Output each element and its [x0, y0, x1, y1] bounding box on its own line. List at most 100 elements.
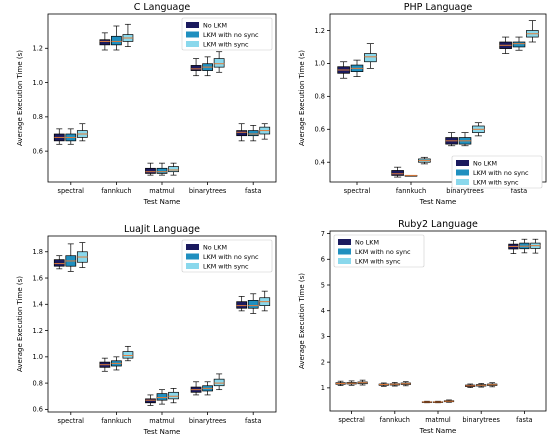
legend-label: LKM with sync: [203, 263, 249, 271]
box-no-lkm: [337, 61, 350, 79]
box-body: [391, 170, 404, 176]
box-no-lkm: [499, 36, 512, 54]
box-body: [53, 259, 65, 267]
x-tick-label: fannkuch: [380, 416, 410, 424]
x-tick-label: matmul: [149, 417, 175, 425]
box-lkm-with-no-sync: [476, 383, 487, 388]
box-lkm-with-no-sync: [519, 238, 530, 254]
box-lkm-with-sync: [213, 51, 225, 73]
x-axis-label: Test Name: [143, 198, 181, 206]
chart-panel-4: Ruby2 Language Test Name Average Execution…: [298, 219, 547, 435]
box-no-lkm: [53, 255, 65, 270]
x-tick-label: binarytrees: [446, 187, 484, 195]
box-body: [145, 167, 156, 174]
box-body: [213, 58, 225, 68]
x-tick-label: spectral: [344, 187, 371, 195]
x-tick-label: fannkuch: [396, 187, 426, 195]
box-lkm-with-sync: [213, 373, 225, 391]
x-tick-label: binarytrees: [462, 416, 500, 424]
box-lkm-with-sync: [122, 23, 134, 47]
legend-label: LKM with no sync: [355, 248, 411, 256]
legend-box: [333, 234, 425, 268]
y-tick-label: 1: [321, 384, 325, 392]
y-tick-label: 0.6: [33, 147, 44, 155]
legend-label: No LKM: [203, 22, 227, 30]
legend-box: [451, 155, 543, 189]
legend-label: LKM with sync: [203, 41, 249, 49]
x-tick-label: spectral: [338, 416, 365, 424]
x-axis-label: Test Name: [419, 427, 457, 435]
y-tick-label: 1.2: [33, 45, 44, 53]
box-body: [156, 167, 168, 174]
box-lkm-with-sync: [357, 379, 368, 386]
box-lkm-with-no-sync: [432, 400, 444, 404]
legend-label: No LKM: [355, 239, 379, 247]
legend-swatch: [456, 169, 469, 176]
box-body: [122, 351, 134, 359]
y-tick-label: 1.0: [33, 353, 44, 361]
x-tick-label: fasta: [511, 187, 527, 195]
chart-panel-1: C Language Test Name Average Execution Tim…: [16, 2, 277, 206]
y-tick-label: 1.2: [33, 327, 44, 335]
legend-label: LKM with no sync: [203, 253, 259, 261]
y-tick-label: 0.8: [33, 113, 44, 121]
x-tick-label: matmul: [149, 187, 175, 195]
box-body: [213, 378, 225, 387]
box-lkm-with-no-sync: [346, 380, 357, 386]
x-axis-label: Test Name: [419, 198, 457, 206]
y-tick-label: 7: [321, 230, 325, 238]
plot-frame: [329, 13, 547, 183]
y-tick-label: 1.2: [315, 27, 326, 35]
box-body: [111, 35, 122, 46]
legend-swatch: [338, 248, 351, 255]
legend-swatch: [186, 253, 199, 260]
box-lkm-with-no-sync: [458, 132, 472, 147]
box-body: [145, 398, 156, 404]
y-tick-label: 0.8: [315, 93, 326, 101]
box-lkm-with-no-sync: [65, 243, 77, 272]
box-no-lkm: [99, 32, 111, 51]
legend-swatch: [186, 41, 199, 47]
legend-swatch: [186, 244, 199, 250]
box-lkm-with-sync: [122, 345, 134, 362]
y-tick-label: 5: [321, 281, 325, 289]
box-lkm-with-sync: [530, 238, 541, 254]
box-body: [99, 39, 111, 46]
chart-title: C Language: [134, 2, 191, 13]
box-lkm-with-sync: [400, 381, 411, 387]
box-lkm-with-no-sync: [247, 293, 259, 314]
box-lkm-with-no-sync: [111, 25, 122, 51]
box-lkm-with-sync: [168, 162, 179, 176]
x-tick-label: spectral: [58, 187, 85, 195]
box-body: [168, 391, 179, 400]
box-lkm-with-no-sync: [404, 174, 418, 177]
legend-swatch: [186, 22, 199, 28]
box-lkm-with-no-sync: [350, 59, 364, 77]
box-lkm-with-no-sync: [65, 128, 77, 145]
box-lkm-with-sync: [443, 399, 455, 403]
box-body: [236, 130, 248, 137]
box-body: [247, 130, 259, 137]
y-axis-label: Average Execution Time (s): [298, 50, 306, 146]
x-tick-label: fasta: [245, 417, 261, 425]
box-no-lkm: [335, 380, 346, 386]
y-tick-label: 1.6: [33, 274, 44, 282]
box-lkm-with-no-sync: [156, 389, 168, 405]
box-body: [236, 301, 248, 309]
y-tick-label: 4: [321, 307, 325, 315]
chart-panel-3: LuaJit Language Test Name Average Executio…: [16, 224, 277, 436]
box-lkm-with-sync: [259, 123, 271, 140]
x-axis-label: Test Name: [143, 428, 181, 436]
box-body: [247, 300, 259, 309]
legend-swatch: [456, 160, 469, 166]
box-lkm-with-sync: [418, 156, 431, 165]
box-lkm-with-no-sync: [156, 162, 168, 176]
y-tick-label: 1.4: [33, 301, 44, 309]
legend-swatch: [456, 179, 469, 185]
x-tick-label: fasta: [245, 187, 261, 195]
y-tick-label: 0.6: [315, 126, 326, 134]
box-lkm-with-no-sync: [512, 36, 526, 51]
box-lkm-with-sync: [76, 242, 88, 268]
